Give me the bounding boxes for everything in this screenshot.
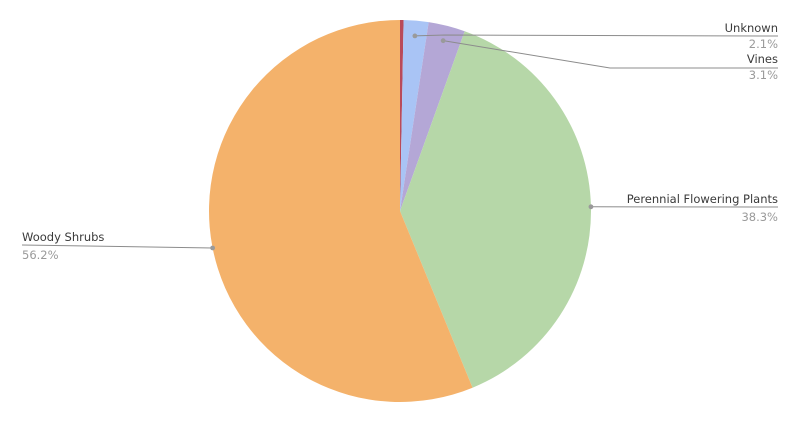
leader-dot-vines	[440, 38, 446, 44]
leader-line-unknown	[414, 34, 779, 37]
pie-slice-woody-shrubs	[209, 20, 473, 402]
pie-slice-unknown	[400, 20, 429, 211]
slice-label-woody-shrubs: Woody Shrubs	[22, 230, 104, 244]
pie-slice-vines	[400, 22, 465, 212]
leader-line-vines	[443, 40, 778, 69]
leader-dot-woody-shrubs	[210, 245, 216, 251]
slice-labels: Unknown 2.1%Vines 3.1% Perennial Flowering …	[21, 21, 779, 262]
slice-label-perennial-flowering-plants: Perennial Flowering Plants	[627, 192, 778, 206]
pie-slices	[209, 20, 591, 402]
pie-slice-perennial-flowering-plants	[400, 31, 591, 388]
slice-label-unknown: Unknown	[725, 21, 778, 35]
leader-dot-unknown	[412, 33, 418, 39]
slice-percent-woody-shrubs: 56.2%	[22, 248, 59, 262]
leader-line-woody-shrubs	[21, 244, 213, 249]
slice-percent-unknown: 2.1%	[749, 37, 778, 51]
leader-dot-perennial-flowering-plants	[588, 204, 594, 210]
slice-label-vines: Vines	[747, 52, 778, 66]
pie-slice-unlabeled-0	[400, 20, 404, 211]
slice-percent-perennial-flowering-plants: 38.3%	[741, 210, 778, 224]
slice-percent-vines: 3.1%	[749, 68, 778, 82]
